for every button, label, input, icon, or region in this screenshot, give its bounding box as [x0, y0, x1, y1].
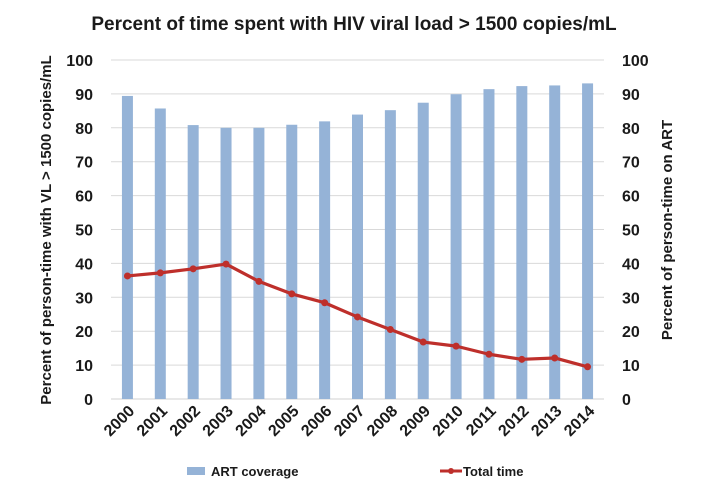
- bar-2014: [582, 83, 594, 400]
- x-tick-label: 2002: [167, 403, 204, 440]
- right-y-tick-label: 80: [622, 121, 640, 138]
- x-tick-label: 2004: [233, 403, 270, 440]
- bar-2006: [319, 121, 331, 399]
- left-y-tick-label: 30: [75, 290, 93, 307]
- point-2009: [419, 338, 427, 346]
- point-2010: [452, 342, 460, 350]
- left-y-tick-label: 10: [75, 358, 93, 375]
- right-y-tick-label: 70: [622, 155, 640, 172]
- point-2002: [189, 265, 197, 273]
- right-y-tick-label: 40: [622, 256, 640, 273]
- left-y-tick-label: 100: [66, 53, 93, 70]
- bar-2010: [450, 94, 462, 399]
- bar-2000: [121, 95, 133, 400]
- x-tick-label: 2001: [134, 403, 171, 440]
- right-y-tick-label: 60: [622, 189, 640, 206]
- point-2003: [222, 260, 230, 268]
- right-y-tick-label: 50: [622, 223, 640, 240]
- left-y-tick-label: 90: [75, 87, 93, 104]
- x-tick-label: 2006: [298, 403, 335, 440]
- x-tick-label: 2012: [495, 403, 532, 440]
- bar-2013: [549, 85, 561, 400]
- left-y-tick-label: 0: [84, 392, 93, 409]
- point-2013: [551, 354, 559, 362]
- right-y-axis-ticks: 0 10 20 30 40 50 60 70 80 90 100: [622, 53, 649, 409]
- right-y-tick-label: 100: [622, 53, 649, 70]
- right-y-tick-label: 30: [622, 290, 640, 307]
- bar-2005: [286, 124, 298, 400]
- legend-item-total-time: Total time: [440, 464, 523, 479]
- point-2005: [288, 290, 296, 298]
- legend-item-art-coverage: ART coverage: [187, 464, 298, 479]
- left-y-tick-label: 70: [75, 155, 93, 172]
- point-2006: [321, 299, 329, 307]
- x-tick-label: 2007: [331, 403, 368, 440]
- legend: ART coverage Total time: [187, 464, 523, 479]
- bar-2011: [483, 89, 495, 400]
- left-y-axis-label: Percent of person-time with VL > 1500 co…: [38, 55, 55, 404]
- point-2001: [156, 269, 164, 277]
- bar-2008: [384, 110, 396, 399]
- left-y-tick-label: 20: [75, 324, 93, 341]
- legend-marker-total-time: [448, 468, 454, 474]
- x-axis-ticks: 2000200120022003200420052006200720082009…: [101, 403, 598, 440]
- point-2012: [518, 355, 526, 363]
- left-y-tick-label: 60: [75, 189, 93, 206]
- x-tick-label: 2005: [265, 403, 302, 440]
- bar-2007: [352, 114, 363, 399]
- x-tick-label: 2000: [101, 403, 138, 440]
- legend-label-total-time: Total time: [463, 464, 523, 479]
- right-y-tick-label: 0: [622, 392, 631, 409]
- legend-swatch-art-coverage: [187, 467, 205, 475]
- bar-2012: [516, 86, 528, 399]
- bar-2004: [253, 127, 265, 400]
- x-tick-label: 2008: [364, 403, 401, 440]
- x-tick-label: 2011: [463, 403, 500, 440]
- bar-2001: [154, 108, 166, 400]
- right-y-tick-label: 10: [622, 358, 640, 375]
- right-y-axis-label: Percent of person-time on ART: [659, 120, 676, 340]
- point-2011: [485, 350, 493, 358]
- bar-2002: [187, 125, 199, 399]
- legend-label-art-coverage: ART coverage: [211, 464, 298, 479]
- bar-2009: [417, 102, 429, 400]
- point-2007: [354, 313, 361, 321]
- left-y-axis-ticks: 0 10 20 30 40 50 60 70 80 90 100: [66, 53, 93, 409]
- left-y-tick-label: 50: [75, 223, 93, 240]
- x-tick-label: 2009: [397, 403, 434, 440]
- line-series-total-time: [123, 260, 592, 371]
- right-y-tick-label: 20: [622, 324, 640, 341]
- chart-title: Percent of time spent with HIV viral loa…: [91, 14, 617, 35]
- point-2014: [584, 363, 592, 371]
- x-tick-label: 2003: [200, 403, 237, 440]
- point-2008: [386, 326, 394, 334]
- x-tick-label: 2013: [528, 403, 565, 440]
- x-tick-label: 2014: [561, 403, 598, 440]
- left-y-tick-label: 40: [75, 256, 93, 273]
- right-y-tick-label: 90: [622, 87, 640, 104]
- left-y-tick-label: 80: [75, 121, 93, 138]
- x-tick-label: 2010: [430, 403, 467, 440]
- point-2000: [123, 272, 131, 280]
- point-2004: [255, 277, 263, 285]
- bar-series-art-coverage: [121, 83, 594, 400]
